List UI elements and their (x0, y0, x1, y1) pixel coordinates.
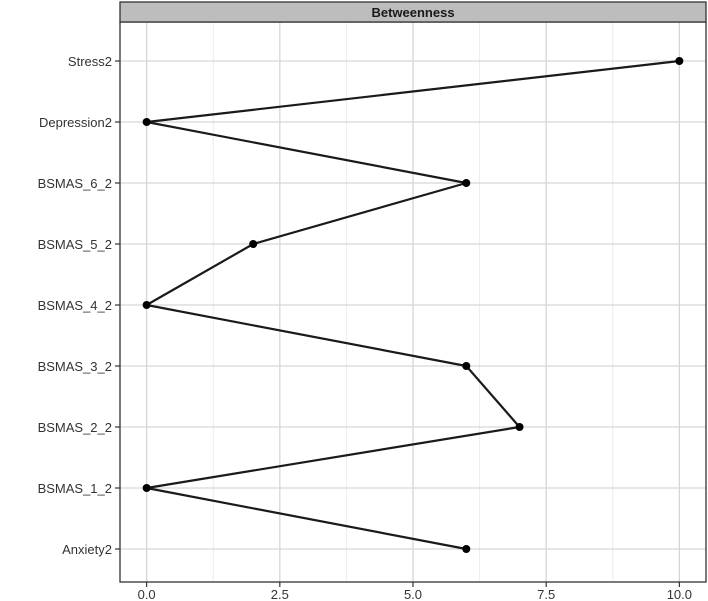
x-tick-label: 0.0 (138, 587, 156, 601)
data-point (249, 240, 258, 248)
y-tick-label: BSMAS_4_2 (38, 298, 112, 313)
strip-title: Betweenness (371, 5, 454, 20)
y-tick-label: BSMAS_3_2 (38, 359, 112, 374)
y-tick-label: BSMAS_1_2 (38, 481, 112, 496)
data-point (142, 118, 151, 126)
y-tick-label: BSMAS_2_2 (38, 420, 112, 435)
series (142, 57, 684, 553)
y-tick-label: BSMAS_6_2 (38, 176, 112, 191)
data-point (675, 57, 684, 65)
x-tick-label: 10.0 (667, 587, 692, 601)
x-tick-label: 5.0 (404, 587, 422, 601)
y-tick-label: Anxiety2 (62, 542, 112, 557)
y-tick-label: Stress2 (68, 54, 112, 69)
strip-header (119, 1, 707, 23)
y-tick-label: BSMAS_5_2 (38, 237, 112, 252)
data-point (462, 545, 471, 553)
y-tick-label: Depression2 (39, 115, 112, 130)
x-tick-label: 7.5 (537, 587, 555, 601)
data-point (462, 179, 471, 187)
data-point (142, 301, 151, 309)
grid (120, 22, 706, 582)
x-axis: 0.0 2.5 5.0 7.5 10.0 (138, 582, 692, 601)
data-point (462, 362, 471, 370)
data-point (515, 423, 524, 431)
data-point (142, 484, 151, 492)
y-axis: Stress2 Depression2 BSMAS_6_2 BSMAS_5_2 BSMA… (38, 54, 120, 557)
x-tick-label: 2.5 (271, 587, 289, 601)
